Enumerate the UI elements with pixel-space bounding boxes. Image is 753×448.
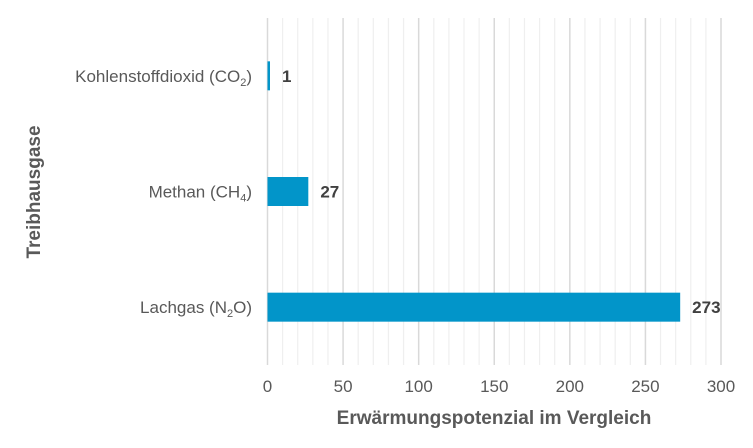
category-label: Lachgas (N2O) [140, 298, 252, 320]
x-tick-label: 150 [480, 377, 508, 396]
x-tick-label: 200 [556, 377, 584, 396]
category-label: Kohlenstoffdioxid (CO2) [75, 67, 252, 89]
x-axis-title: Erwärmungspotenzial im Vergleich [337, 408, 652, 429]
x-tick-label: 300 [707, 377, 735, 396]
data-label: 273 [692, 298, 720, 317]
x-tick-label: 0 [263, 377, 272, 396]
bar [267, 61, 270, 91]
x-tick-label: 250 [631, 377, 659, 396]
x-tick-label: 50 [334, 377, 353, 396]
category-labels: Kohlenstoffdioxid (CO2) Methan (CH4) Lachg… [75, 67, 252, 320]
bars [267, 61, 681, 322]
y-axis-title: Treibhausgase [24, 125, 45, 258]
x-tick-labels: 0 50 100 150 200 250 300 [263, 377, 735, 396]
bar [267, 292, 681, 322]
data-label: 27 [320, 183, 339, 202]
category-label: Methan (CH4) [149, 183, 252, 205]
data-labels: 1 27 273 [282, 67, 721, 317]
bar [267, 177, 309, 206]
data-label: 1 [282, 67, 291, 86]
x-tick-label: 100 [404, 377, 432, 396]
